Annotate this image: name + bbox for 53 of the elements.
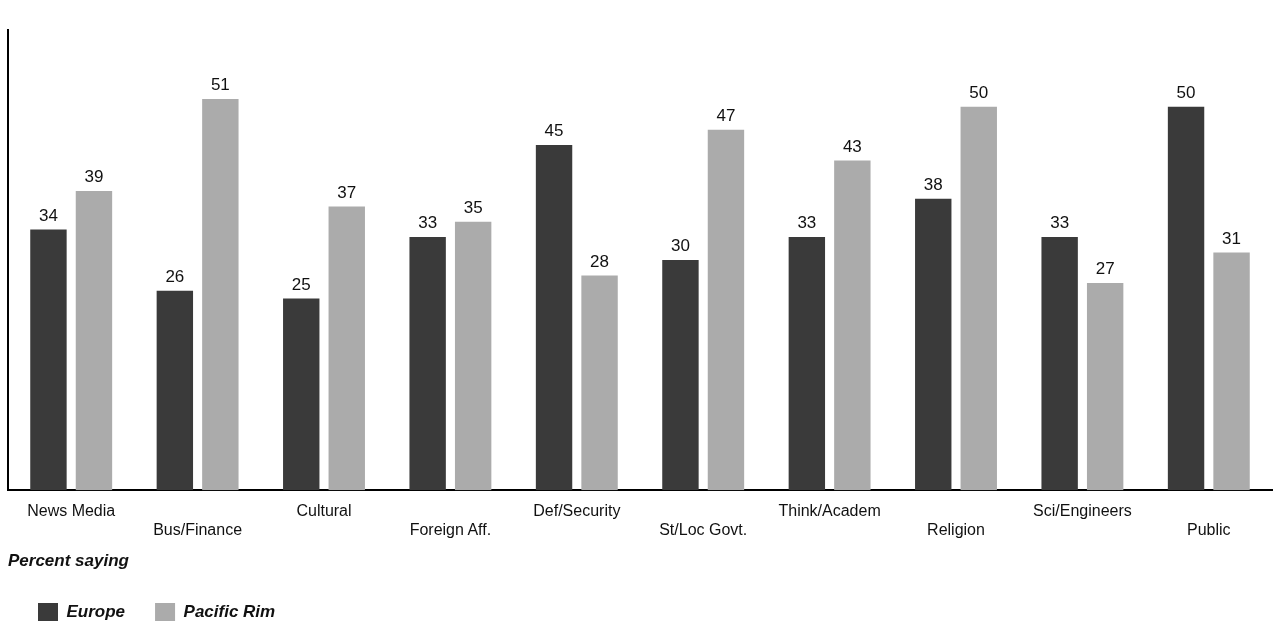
- bar: [30, 229, 67, 491]
- data-label: 47: [716, 105, 736, 125]
- data-label: 45: [544, 121, 564, 141]
- legend-label: Pacific Rim: [183, 601, 276, 621]
- legend-title: Percent saying: [8, 550, 130, 570]
- x-tick-label: Foreign Aff.: [409, 521, 492, 539]
- x-tick-label: News Media: [27, 502, 116, 520]
- x-tick-label: Religion: [927, 521, 985, 539]
- data-label: 43: [842, 136, 862, 156]
- x-tick-label: Bus/Finance: [153, 521, 243, 539]
- bar: [1167, 106, 1205, 491]
- bar: [960, 106, 997, 491]
- bar: [454, 221, 492, 491]
- bar: [707, 129, 745, 491]
- data-label: 33: [418, 213, 438, 233]
- data-label: 50: [1176, 82, 1196, 102]
- x-tick-label: Def/Security: [533, 502, 621, 520]
- bar: [1041, 237, 1078, 491]
- x-tick-label: Cultural: [296, 502, 352, 520]
- bar: [1086, 283, 1124, 491]
- data-label: 33: [797, 213, 817, 233]
- bar: [788, 237, 826, 491]
- bar: [662, 260, 699, 491]
- bar: [834, 160, 871, 491]
- data-label: 30: [670, 236, 690, 256]
- bar: [535, 145, 573, 491]
- data-label: 39: [84, 167, 104, 187]
- data-label: 38: [923, 174, 943, 194]
- bar: [283, 298, 320, 491]
- data-label: 35: [463, 197, 483, 217]
- data-label: 34: [38, 205, 58, 225]
- data-label: 50: [969, 82, 989, 102]
- data-label: 51: [210, 75, 230, 95]
- data-label: 37: [337, 182, 357, 202]
- bar: [328, 206, 365, 491]
- bar: [1213, 252, 1250, 491]
- data-label: 25: [291, 274, 311, 294]
- data-label: 28: [590, 251, 610, 271]
- bar: [581, 275, 618, 491]
- bar: [75, 191, 113, 491]
- data-label: 27: [1095, 259, 1115, 279]
- data-label: 33: [1050, 213, 1070, 233]
- x-tick-label: Sci/Engineers: [1033, 502, 1132, 520]
- bar: [915, 198, 952, 491]
- data-label: 26: [165, 266, 185, 286]
- legend-label: Europe: [66, 601, 126, 621]
- bar: [202, 99, 239, 491]
- x-tick-label: Think/Academ: [778, 502, 881, 520]
- x-tick-label: Public: [1187, 521, 1231, 539]
- bar: [156, 290, 194, 491]
- x-tick-label: St/Loc Govt.: [659, 521, 748, 539]
- data-label: 31: [1222, 228, 1242, 248]
- bar: [409, 237, 446, 491]
